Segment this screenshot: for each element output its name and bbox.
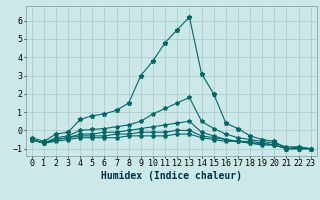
X-axis label: Humidex (Indice chaleur): Humidex (Indice chaleur)	[101, 171, 242, 181]
